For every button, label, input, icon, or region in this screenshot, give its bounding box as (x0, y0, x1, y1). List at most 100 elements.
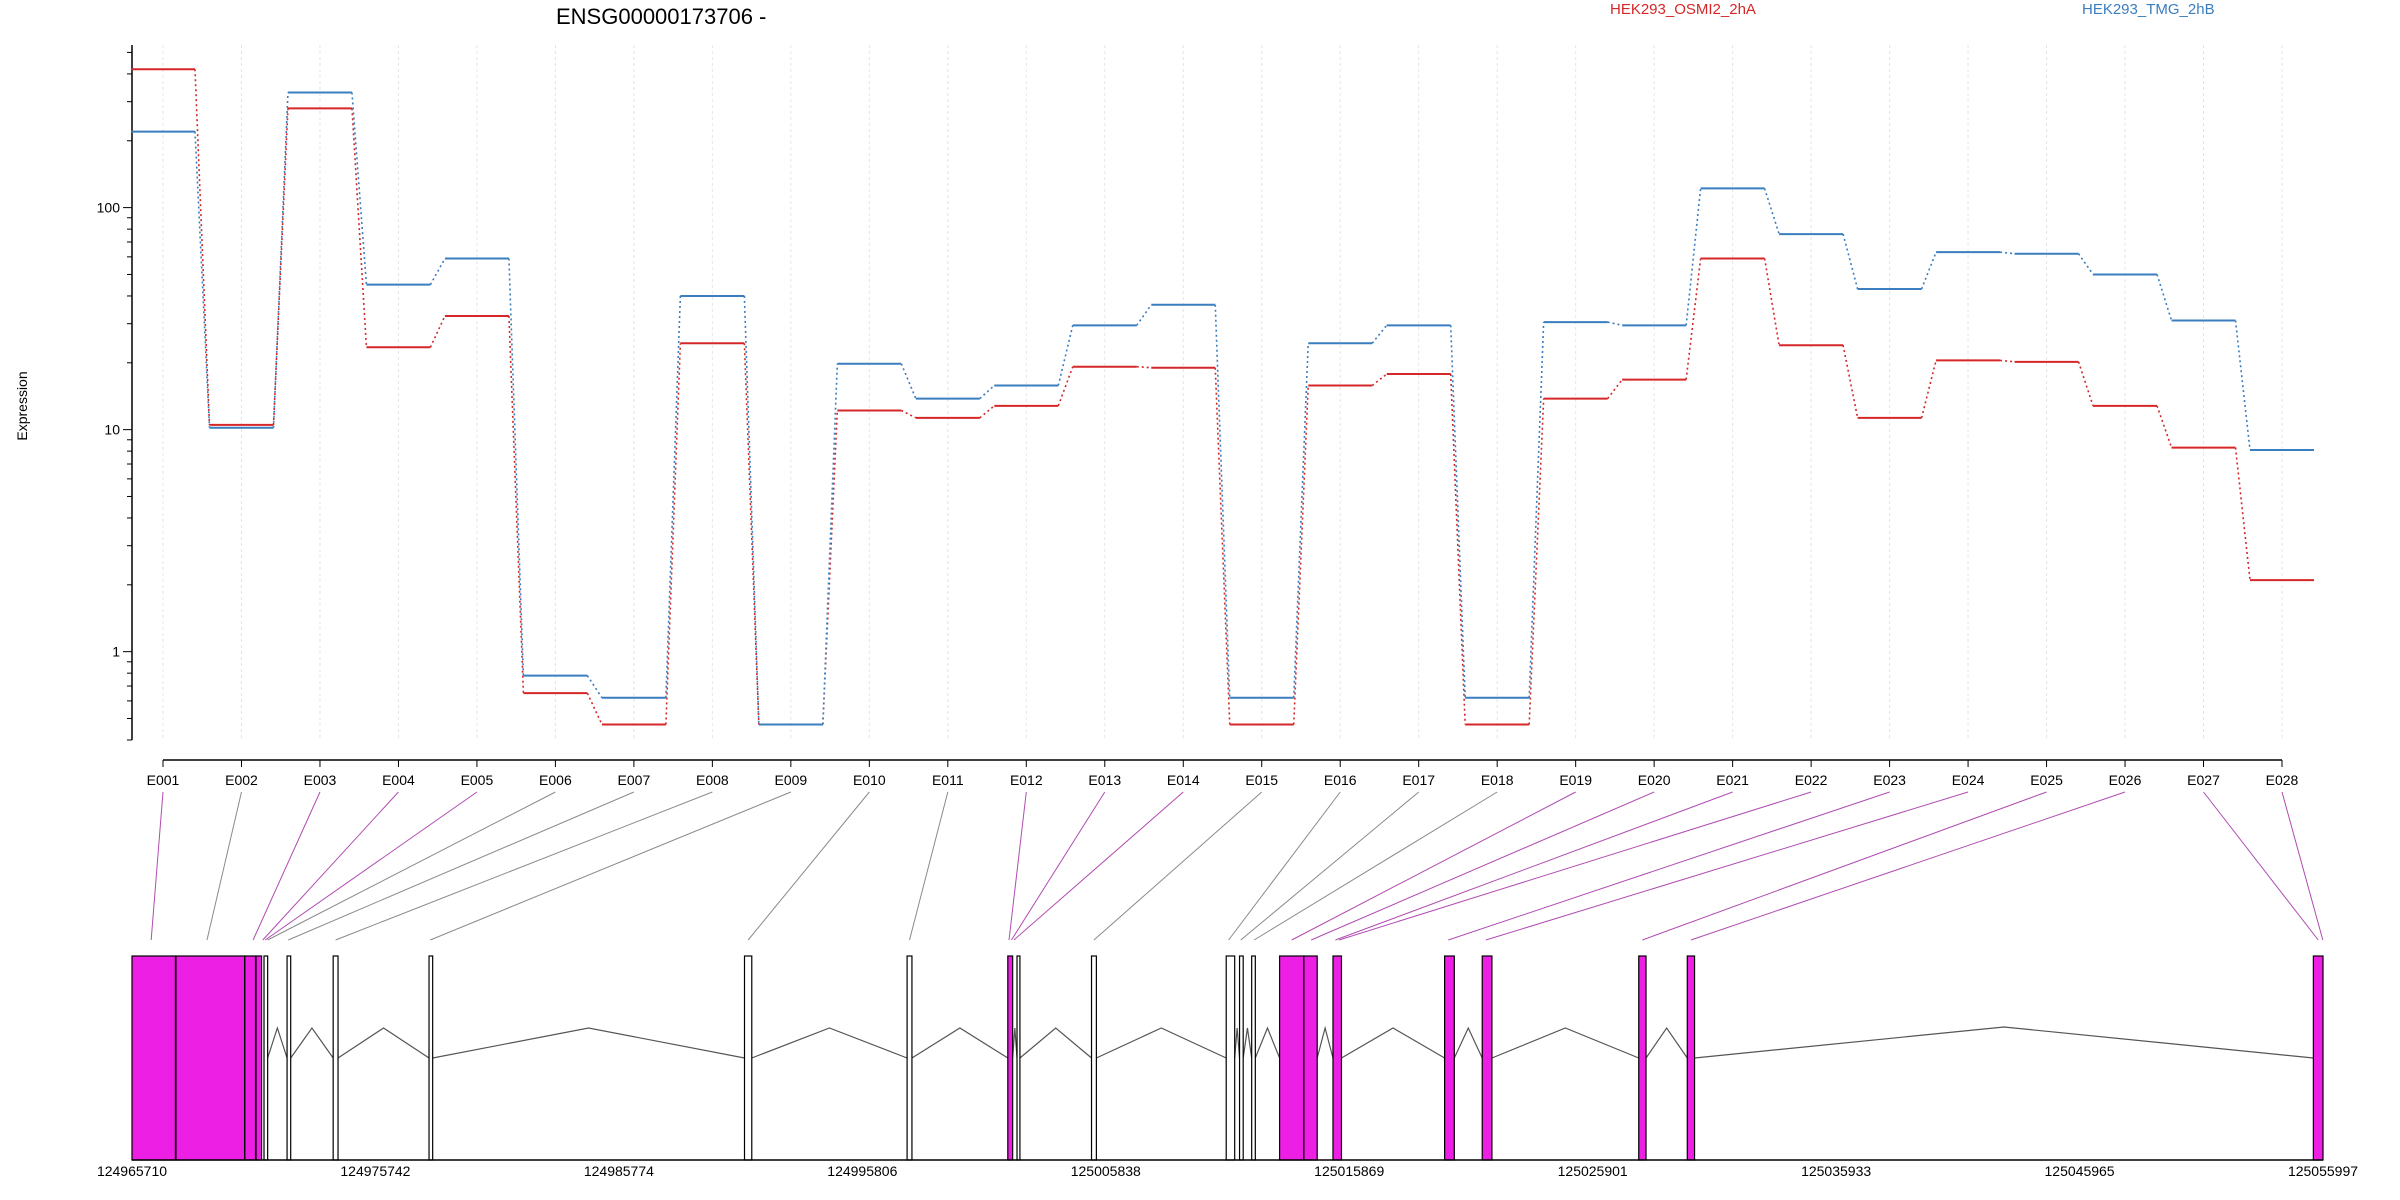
intron-line (751, 1027, 908, 1059)
series-transition (272, 92, 289, 428)
exon-box (1225, 955, 1236, 1161)
coordinate-label: 125025901 (1558, 1163, 1628, 1179)
exon-box-highlighted (1686, 955, 1696, 1161)
exon-connector (1011, 791, 1106, 941)
exon-box (743, 955, 753, 1161)
intron-line (290, 1026, 334, 1059)
series-transition (429, 258, 446, 285)
series-transition (665, 295, 682, 698)
exon-box (1251, 955, 1256, 1161)
exon-box-highlighted (1638, 955, 1647, 1161)
x-tick-label: E005 (461, 772, 494, 788)
exon-connector (1008, 791, 1027, 941)
intron-line (1019, 1027, 1092, 1059)
exon-box (286, 955, 292, 1161)
series-transition (1685, 188, 1702, 326)
exon-connector (288, 791, 635, 941)
y-tick-label: 10 (104, 422, 120, 438)
series-transition (1999, 251, 2015, 255)
intron-line (1645, 1026, 1688, 1059)
exon-connector (150, 791, 164, 941)
exon-box (1238, 955, 1244, 1161)
x-tick-label: E006 (539, 772, 572, 788)
gene-model: 124965710 124975742 124985774 124995806 1250… (97, 955, 2358, 1179)
exon-box (1016, 955, 1021, 1161)
exon-connector (1093, 791, 1263, 941)
coordinate-label: 125005838 (1071, 1163, 1141, 1179)
y-tick-label: 1 (112, 644, 120, 660)
series-1 (131, 68, 2314, 726)
exon-connector (267, 791, 556, 941)
series-transition (743, 343, 760, 725)
x-tick-label: E007 (618, 772, 651, 788)
series-transition (979, 405, 995, 419)
exon-connector (1335, 791, 1733, 941)
exon-box (1090, 955, 1097, 1161)
series-transition (1371, 373, 1388, 387)
exon-connector (335, 791, 713, 941)
exon-box-highlighted (2312, 955, 2324, 1161)
legend-series-2: HEK293_TMG_2hB (2082, 1, 2215, 18)
exon-box (428, 955, 434, 1161)
series-transition (1057, 325, 1074, 386)
series-transition (2077, 361, 2094, 407)
intron-line (1694, 1026, 2314, 1059)
series-transition (194, 69, 211, 425)
x-tick-label: E028 (2266, 772, 2299, 788)
coordinate-label: 124975742 (340, 1163, 410, 1179)
series-transition (900, 363, 917, 399)
exon-connector (206, 791, 242, 941)
series-transition (351, 92, 368, 285)
series-transition (822, 363, 839, 725)
exon-connectors (150, 791, 2324, 941)
series-transition (1763, 188, 1780, 235)
intron-line (1234, 1027, 1241, 1059)
x-tick-label: E009 (775, 772, 808, 788)
x-tick-label: E026 (2109, 772, 2142, 788)
intron-line (1096, 1027, 1227, 1059)
coordinate-label: 125045965 (2045, 1163, 2115, 1179)
exon-connector (909, 791, 949, 941)
intron-line (1491, 1027, 1639, 1059)
series-transition (1214, 367, 1231, 725)
x-tick-label: E027 (2187, 772, 2220, 788)
legend-series-1: HEK293_OSMI2_2hA (1610, 1, 1756, 18)
series-transition (979, 384, 995, 400)
x-tick-label: E024 (1952, 772, 1985, 788)
x-tick-label: E004 (382, 772, 415, 788)
exon-box (906, 955, 913, 1161)
coordinate-label: 125035933 (1801, 1163, 1871, 1179)
series-transition (2156, 405, 2173, 448)
exon-box-highlighted (1481, 955, 1493, 1161)
exon-connector (1253, 791, 1498, 941)
exon-connector (1448, 791, 1890, 941)
series-transition (1449, 325, 1466, 698)
series-transition (2234, 447, 2251, 581)
exon-box-highlighted (1278, 955, 1305, 1161)
series-transition (1057, 366, 1074, 407)
intron-line (1012, 1027, 1018, 1059)
x-tick-label: E012 (1010, 772, 1043, 788)
exon-connector (1228, 791, 1341, 941)
series-transition (508, 258, 525, 676)
x-tick-label: E013 (1088, 772, 1121, 788)
series-transition (1136, 304, 1152, 326)
exon-box-highlighted (244, 955, 257, 1161)
x-tick-label: E002 (225, 772, 258, 788)
series-transition (1449, 373, 1466, 725)
series-transition (1842, 345, 1859, 418)
exon-box-highlighted (1444, 955, 1455, 1161)
x-tick-label: E010 (853, 772, 886, 788)
x-tick-label: E014 (1167, 772, 1200, 788)
series-transition (1999, 359, 2015, 363)
series-transition (1292, 385, 1310, 725)
exon-box-highlighted (255, 955, 263, 1161)
x-tick-label: E023 (1873, 772, 1906, 788)
exon-connector (1690, 791, 2126, 941)
x-tick-label: E017 (1402, 772, 1435, 788)
x-tick-label: E003 (304, 772, 337, 788)
series-transition (900, 409, 917, 419)
exon-box-highlighted (131, 955, 177, 1161)
coordinate-label: 124965710 (97, 1163, 167, 1179)
